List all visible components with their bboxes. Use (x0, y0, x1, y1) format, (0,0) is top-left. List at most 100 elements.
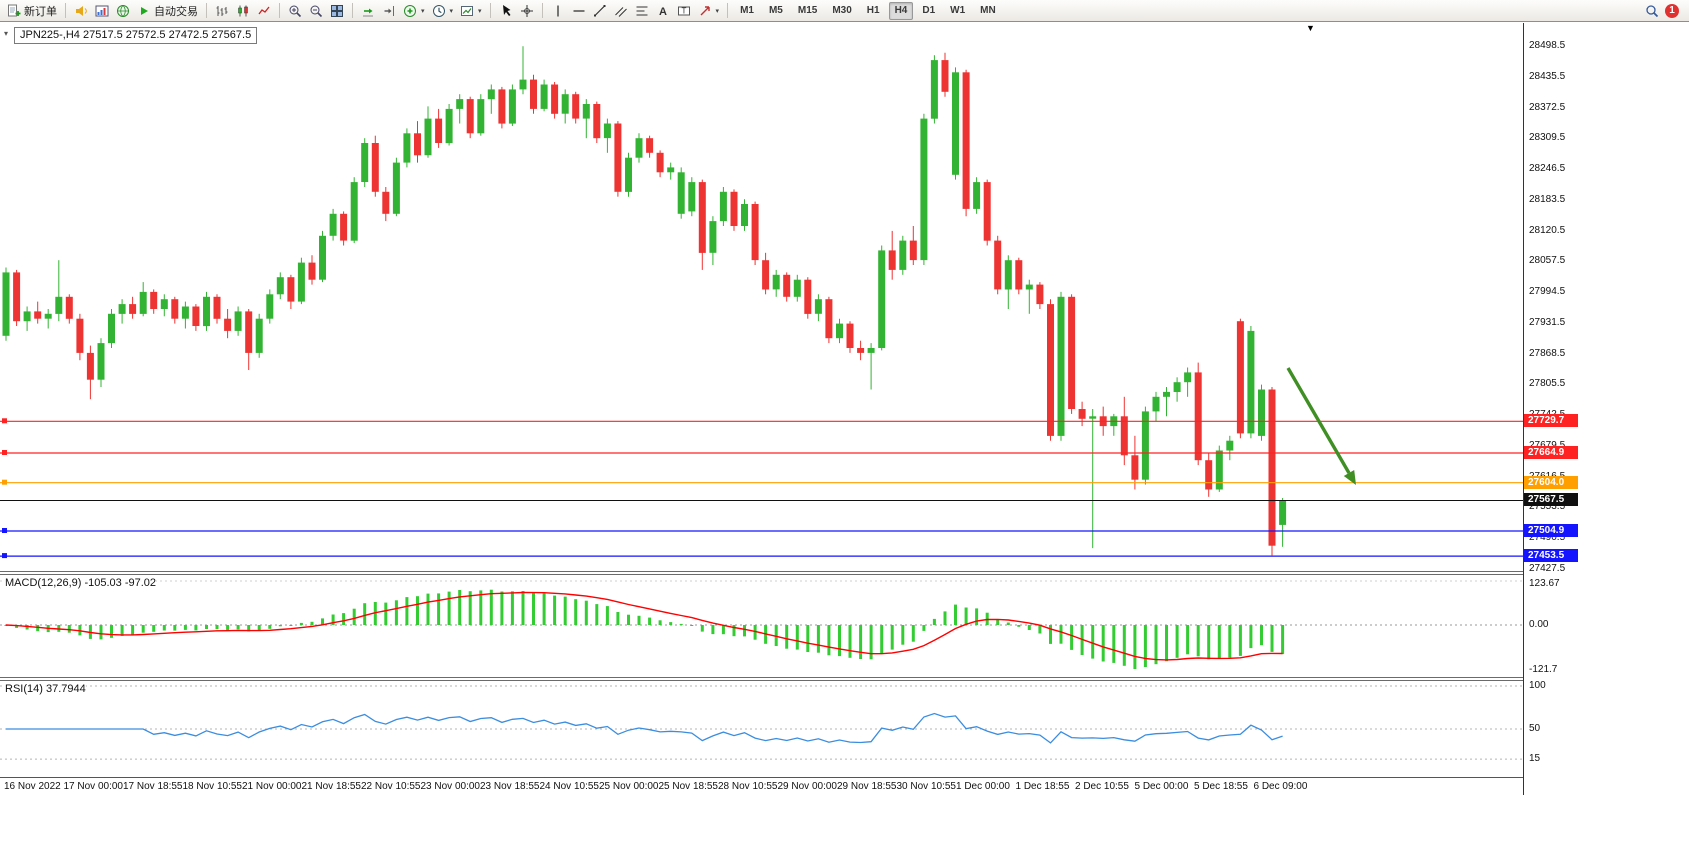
timeframe-w1-button[interactable]: W1 (944, 2, 971, 20)
time-axis-label: 23 Nov 18:55 (480, 781, 540, 792)
current-price-badge: 27567.5 (1524, 493, 1578, 506)
price-axis-label: 28120.5 (1529, 225, 1566, 236)
tile-windows-button[interactable] (327, 1, 347, 20)
dropdown-caret-icon: ▾ (478, 7, 482, 15)
community-button[interactable] (113, 1, 133, 20)
crosshair-icon (520, 4, 533, 17)
periods-button[interactable]: ▾ (429, 1, 457, 20)
timeframe-d1-button[interactable]: D1 (916, 2, 941, 20)
timeframe-h4-button[interactable]: H4 (888, 1, 914, 20)
price-axis-label: 28309.5 (1529, 132, 1566, 143)
time-axis-label: 16 Nov 2022 (4, 781, 61, 792)
speaker-icon (76, 5, 87, 16)
notification-badge[interactable]: 1 (1665, 3, 1679, 18)
trendline-button[interactable] (590, 1, 610, 20)
time-axis-label: 21 Nov 18:55 (301, 781, 362, 792)
price-axis-label: 27994.5 (1529, 286, 1566, 297)
time-axis-label: 18 Nov 10:55 (182, 781, 243, 792)
svg-text:T: T (681, 6, 686, 15)
equidistant-channel-button[interactable] (611, 1, 631, 20)
timeframe-m5-button[interactable]: M5 (763, 2, 789, 20)
bar-chart-button[interactable] (212, 1, 232, 20)
time-axis-label: 6 Dec 09:00 (1253, 781, 1308, 792)
price-axis-label: 27805.5 (1529, 378, 1566, 389)
panel-divider[interactable] (0, 571, 1689, 575)
chart-expand-icon[interactable]: ▾ (4, 29, 9, 38)
rsi-panel-canvas[interactable] (0, 681, 1523, 777)
timeframe-m15-button[interactable]: M15 (792, 2, 823, 20)
main-chart-canvas[interactable] (0, 23, 1523, 571)
price-axis-label: 28435.5 (1529, 71, 1566, 82)
cursor-button[interactable] (496, 1, 516, 20)
chart-shift-button[interactable] (379, 1, 399, 20)
timeframe-m1-button[interactable]: M1 (734, 2, 760, 20)
alerts-button[interactable] (71, 1, 91, 20)
price-axis-label: 27490.5 (1529, 532, 1566, 543)
vertical-line-icon (556, 5, 559, 16)
time-axis[interactable]: 16 Nov 2022 17 Nov 00:00 17 Nov 18:55 18 No… (0, 778, 1523, 798)
auto-trading-icon (141, 6, 148, 15)
time-axis-label: 29 Nov 18:55 (837, 781, 897, 792)
globe-icon (117, 4, 129, 17)
candlestick-chart-button[interactable] (233, 1, 253, 20)
dropdown-caret-icon: ▾ (715, 7, 720, 15)
zoom-out-button[interactable] (306, 1, 326, 20)
chart-title: JPN225-,H4 27517.5 27572.5 27472.5 27567… (14, 27, 258, 44)
time-axis-label: 25 Nov 18:55 (658, 781, 719, 792)
price-scale[interactable]: 28498.5 28435.5 28372.5 28309.5 28246.5 28183… (1523, 23, 1689, 795)
time-axis-label: 17 Nov 18:55 (123, 781, 183, 792)
time-axis-label: 25 Nov 00:00 (599, 781, 659, 792)
chart-window-icon (95, 5, 109, 16)
templates-icon (461, 5, 474, 16)
vertical-line-button[interactable] (548, 1, 568, 20)
macd-panel-canvas[interactable] (0, 575, 1523, 677)
tile-windows-icon (331, 4, 343, 17)
timeframe-h1-button[interactable]: H1 (861, 2, 886, 20)
open-chart-button[interactable] (92, 1, 112, 20)
arrows-button[interactable]: ▾ (695, 1, 723, 20)
fibonacci-icon (636, 6, 648, 15)
crosshair-button[interactable] (517, 1, 537, 20)
auto-scroll-button[interactable] (358, 1, 378, 20)
text-label-button[interactable]: T (674, 1, 694, 20)
rsi-label: RSI(14) (5, 683, 43, 695)
indicators-icon (404, 4, 416, 17)
macd-values: -105.03 -97.02 (84, 577, 157, 589)
rsi-axis-label: 15 (1529, 753, 1541, 764)
new-order-button[interactable]: 新订单 (4, 1, 60, 20)
chart-shift-icon (384, 5, 394, 16)
chart-shift-marker[interactable]: ▼ (1306, 23, 1315, 33)
panel-divider[interactable] (0, 677, 1689, 681)
price-axis-label: 28057.5 (1529, 255, 1566, 266)
time-axis-label: 22 Nov 10:55 (361, 781, 421, 792)
macd-axis-label: -121.7 (1529, 664, 1558, 675)
price-line-badge: 27729.7 (1524, 414, 1578, 427)
time-axis-label: 1 Dec 00:00 (956, 781, 1010, 792)
auto-trading-button[interactable]: 自动交易 (134, 1, 201, 20)
macd-axis-label: 0.00 (1529, 619, 1549, 630)
toolbar-separator (727, 3, 729, 18)
horizontal-line-icon (573, 9, 585, 12)
candlestick-chart-icon (238, 5, 248, 16)
indicators-button[interactable]: ▾ (400, 1, 428, 20)
rsi-axis-label: 100 (1529, 680, 1546, 691)
text-button[interactable]: A (653, 1, 673, 20)
fibonacci-button[interactable] (632, 1, 652, 20)
line-chart-button[interactable] (254, 1, 274, 20)
horizontal-line-button[interactable] (569, 1, 589, 20)
time-axis-label: 17 Nov 00:00 (63, 781, 124, 792)
rsi-header: RSI(14) 37.7944 (5, 683, 86, 695)
search-button[interactable] (1642, 1, 1662, 20)
timeframe-m30-button[interactable]: M30 (826, 2, 857, 20)
templates-button[interactable]: ▾ (457, 1, 485, 20)
price-axis-label: 28372.5 (1529, 102, 1566, 113)
price-axis-label: 27679.5 (1529, 440, 1565, 451)
time-axis-label: 2 Dec 10:55 (1075, 781, 1129, 792)
time-axis-label: 5 Dec 00:00 (1134, 781, 1189, 792)
time-axis-label: 23 Nov 00:00 (420, 781, 481, 792)
time-axis-label: 29 Nov 00:00 (777, 781, 838, 792)
zoom-in-button[interactable] (285, 1, 305, 20)
search-icon (1646, 4, 1659, 17)
timeframe-mn-button[interactable]: MN (974, 2, 1002, 20)
clock-icon (432, 4, 445, 17)
